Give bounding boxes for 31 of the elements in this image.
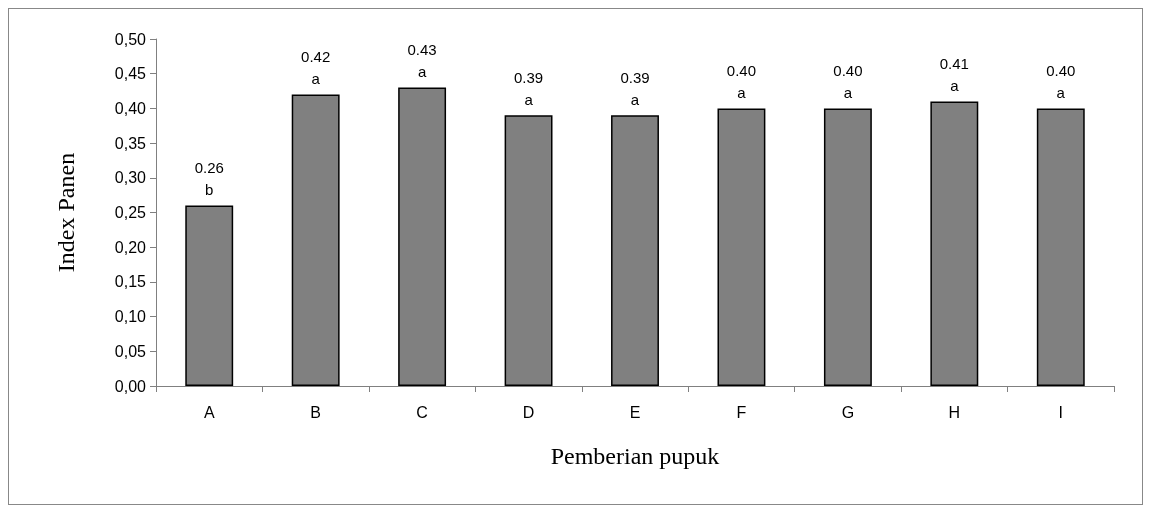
x-tick-label: H [948,403,961,421]
y-tick-label: 0,10 [114,308,147,326]
y-tick-label: 0,50 [114,30,147,48]
data-label: 0.39 a [620,68,650,108]
y-tick-label: 0,25 [114,204,147,221]
y-tick-label: 0,00 [114,377,147,395]
data-label: 0.39 a [513,68,544,108]
y-tick-label: 0,15 [114,273,147,291]
x-tick-label: D [522,403,535,421]
data-label: 0.40 a [726,61,757,101]
x-tick-label: G [841,403,855,421]
y-tick-label: 0,35 [114,134,147,152]
y-tick-label: 0,20 [114,238,147,256]
y-tick-label: 0,05 [114,342,147,360]
x-tick-label: B [310,403,321,421]
x-tick-label: A [203,403,215,421]
data-label: 0.40 a [833,61,863,101]
x-tick-label: F [736,403,747,421]
y-tick-label: 0,45 [114,65,147,83]
y-axis-title: Index Panen [53,152,79,273]
data-label: 0.41 a [939,54,969,94]
x-axis-title: Pemberian pupuk [550,443,720,469]
data-label: 0.26 b [194,159,224,199]
y-tick-label: 0,40 [114,99,147,117]
x-tick-label: C [416,403,428,421]
x-tick-label: I [1058,403,1063,421]
data-label: 0.43 a [407,41,437,81]
x-tick-label: E [629,403,641,421]
data-label: 0.42 a [301,48,331,88]
data-label: 0.40 a [1046,61,1076,101]
y-tick-label: 0,30 [114,169,147,187]
